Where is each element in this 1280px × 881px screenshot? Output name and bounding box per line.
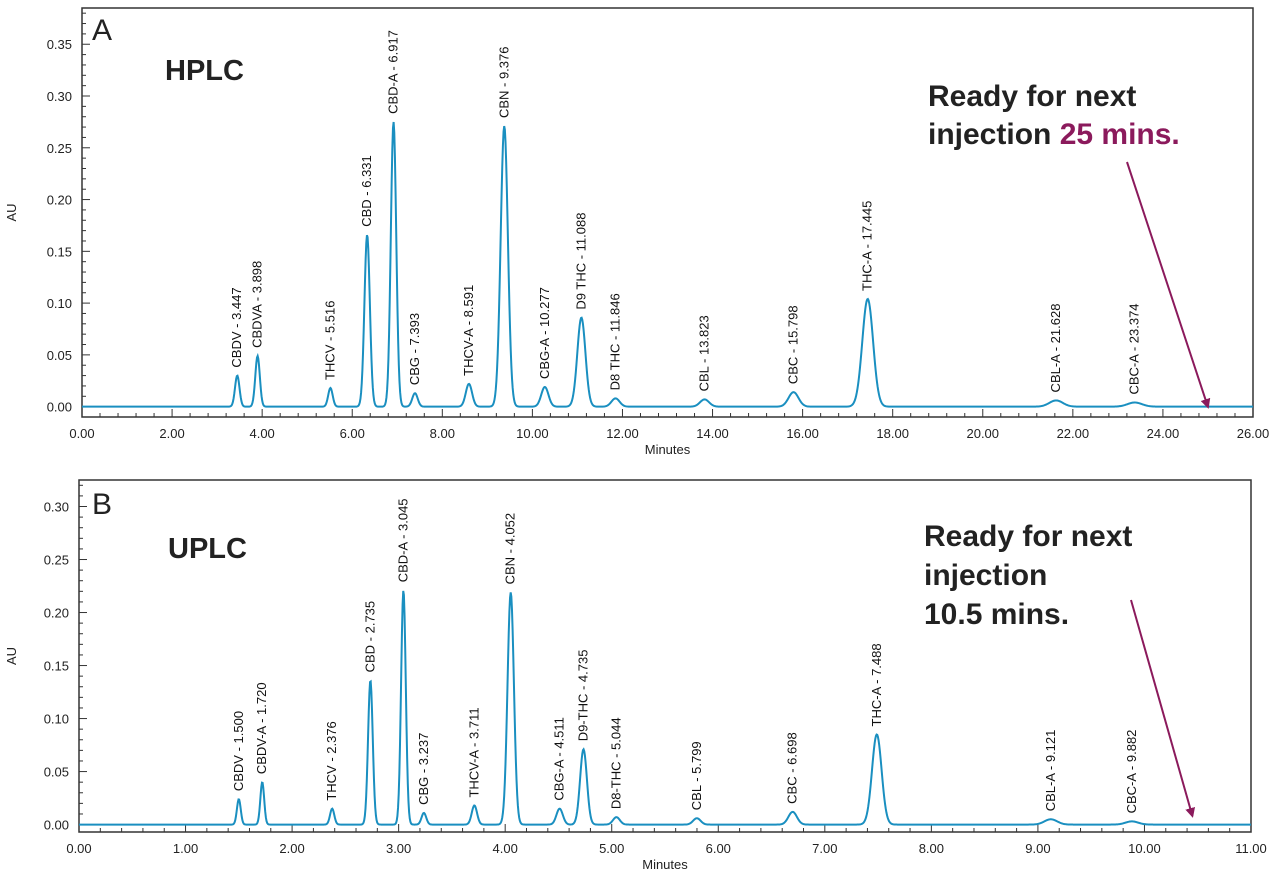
peak-label: CBDVA - 3.898: [250, 261, 265, 348]
x-tick-label: 16.00: [786, 426, 819, 441]
x-tick-label: 2.00: [279, 841, 304, 856]
ready-time-highlight: 25 mins.: [1060, 118, 1180, 151]
x-tick-label: 0.00: [66, 841, 91, 856]
x-tick-label: 6.00: [706, 841, 731, 856]
y-tick-label: 0.00: [47, 400, 72, 415]
peak-label: CBG - 3.237: [416, 733, 431, 805]
y-tick-label: 0.25: [47, 141, 72, 156]
x-tick-label: 14.00: [696, 426, 729, 441]
ready-note-line1: Ready for next: [928, 80, 1136, 113]
peak-label: CBDV-A - 1.720: [254, 682, 269, 774]
y-tick-label: 0.30: [47, 89, 72, 104]
x-axis-title: Minutes: [642, 857, 688, 872]
ready-arrow: [1126, 161, 1211, 409]
y-tick-label: 0.20: [47, 193, 72, 208]
x-tick-label: 20.00: [966, 426, 999, 441]
x-tick-label: 26.00: [1237, 426, 1270, 441]
y-tick-label: 0.05: [44, 765, 69, 780]
peak-label: CBC-A - 9.882: [1124, 730, 1139, 814]
peak-label: CBDV - 1.500: [231, 711, 246, 791]
x-tick-label: 1.00: [173, 841, 198, 856]
panel-letter: B: [92, 488, 112, 521]
peak-label: D9 THC - 11.088: [573, 213, 588, 310]
peak-label: CBL - 13.823: [697, 315, 712, 391]
peak-label: D8-THC - 5.044: [608, 717, 623, 809]
chart-panel-b: 0.00 0.05 0.10 0.15 0.20 0.25 0.30 0.00 1.00 2.00…: [4, 479, 1267, 872]
method-label: HPLC: [165, 55, 244, 87]
y-tick-label: 0.20: [44, 606, 69, 621]
plot-frame: [81, 7, 1254, 418]
y-tick-label: 0.00: [44, 818, 69, 833]
x-tick-label: 4.00: [493, 841, 518, 856]
x-tick-label: 2.00: [159, 426, 184, 441]
y-tick-label: 0.05: [47, 348, 72, 363]
peak-label: CBD-A - 3.045: [395, 498, 410, 582]
y-tick-label: 0.10: [44, 712, 69, 727]
peak-label: THC-A - 7.488: [869, 643, 884, 726]
peak-label: CBG-A - 10.277: [537, 287, 552, 379]
x-tick-label: 5.00: [599, 841, 624, 856]
peak-label: CBC - 6.698: [785, 732, 800, 804]
y-tick-label: 0.10: [47, 296, 72, 311]
peak-label: CBC - 15.798: [786, 305, 801, 384]
peak-label: D8 THC - 11.846: [608, 293, 623, 390]
peak-label: THCV-A - 8.591: [461, 285, 476, 376]
y-tick-label: 0.15: [47, 244, 72, 259]
peak-label: CBD - 2.735: [362, 601, 377, 673]
peak-label: CBD - 6.331: [359, 155, 374, 227]
peak-label: CBL-A - 9.121: [1043, 730, 1058, 812]
x-tick-label: 11.00: [1235, 841, 1267, 856]
x-tick-label: 6.00: [340, 426, 365, 441]
ready-time-highlight: 10.5 mins.: [924, 598, 1069, 631]
x-tick-label: 0.00: [69, 426, 94, 441]
y-tick-label: 0.25: [44, 553, 69, 568]
ready-note-line1: Ready for next: [924, 520, 1132, 553]
chromatogram-trace: [79, 590, 1251, 826]
x-tick-label: 10.00: [1128, 841, 1161, 856]
peak-label: THCV - 2.376: [324, 721, 339, 800]
x-axis-title: Minutes: [645, 442, 691, 457]
ready-arrow: [1130, 599, 1196, 818]
x-tick-label: 9.00: [1025, 841, 1050, 856]
method-label: UPLC: [168, 533, 247, 565]
peak-label: CBL-A - 21.628: [1048, 304, 1063, 393]
x-tick-label: 8.00: [919, 841, 944, 856]
y-tick-label: 0.35: [47, 37, 72, 52]
plot-frame: [78, 479, 1252, 833]
chromatogram-trace: [82, 121, 1253, 408]
peak-label: CBL - 5.799: [689, 741, 704, 810]
peak-label: CBN - 9.376: [496, 46, 511, 118]
chart-panel-a: 0.00 0.05 0.10 0.15 0.20 0.25 0.30 0.35 0.00 2.00…: [4, 7, 1270, 457]
x-tick-label: 7.00: [812, 841, 837, 856]
peak-label: CBC-A - 23.374: [1127, 303, 1142, 394]
peak-label: D9-THC - 4.735: [575, 650, 590, 742]
x-tick-label: 24.00: [1147, 426, 1180, 441]
x-tick-label: 4.00: [249, 426, 274, 441]
x-tick-label: 10.00: [516, 426, 549, 441]
x-tick-label: 12.00: [606, 426, 639, 441]
peak-label: THCV-A - 3.711: [466, 707, 481, 797]
y-tick-label: 0.30: [44, 500, 69, 515]
x-tick-label: 22.00: [1057, 426, 1090, 441]
x-tick-label: 3.00: [386, 841, 411, 856]
peak-label: CBDV - 3.447: [229, 287, 244, 367]
panel-letter: A: [92, 14, 112, 47]
x-tick-label: 18.00: [876, 426, 909, 441]
y-axis-title: AU: [4, 203, 19, 221]
peak-label: CBG - 7.393: [407, 313, 422, 385]
ready-note-line2: injection 25 mins.: [928, 118, 1180, 151]
peak-label: CBG-A - 4.511: [552, 717, 567, 801]
ready-note-line2: injection: [924, 559, 1047, 592]
peak-label: CBN - 4.052: [503, 513, 518, 585]
y-tick-label: 0.15: [44, 659, 69, 674]
y-axis-title: AU: [4, 647, 19, 665]
peak-label: THCV - 5.516: [322, 301, 337, 380]
peak-label: THC-A - 17.445: [860, 201, 875, 291]
peak-label: CBD-A - 6.917: [386, 30, 401, 114]
x-tick-label: 8.00: [430, 426, 455, 441]
